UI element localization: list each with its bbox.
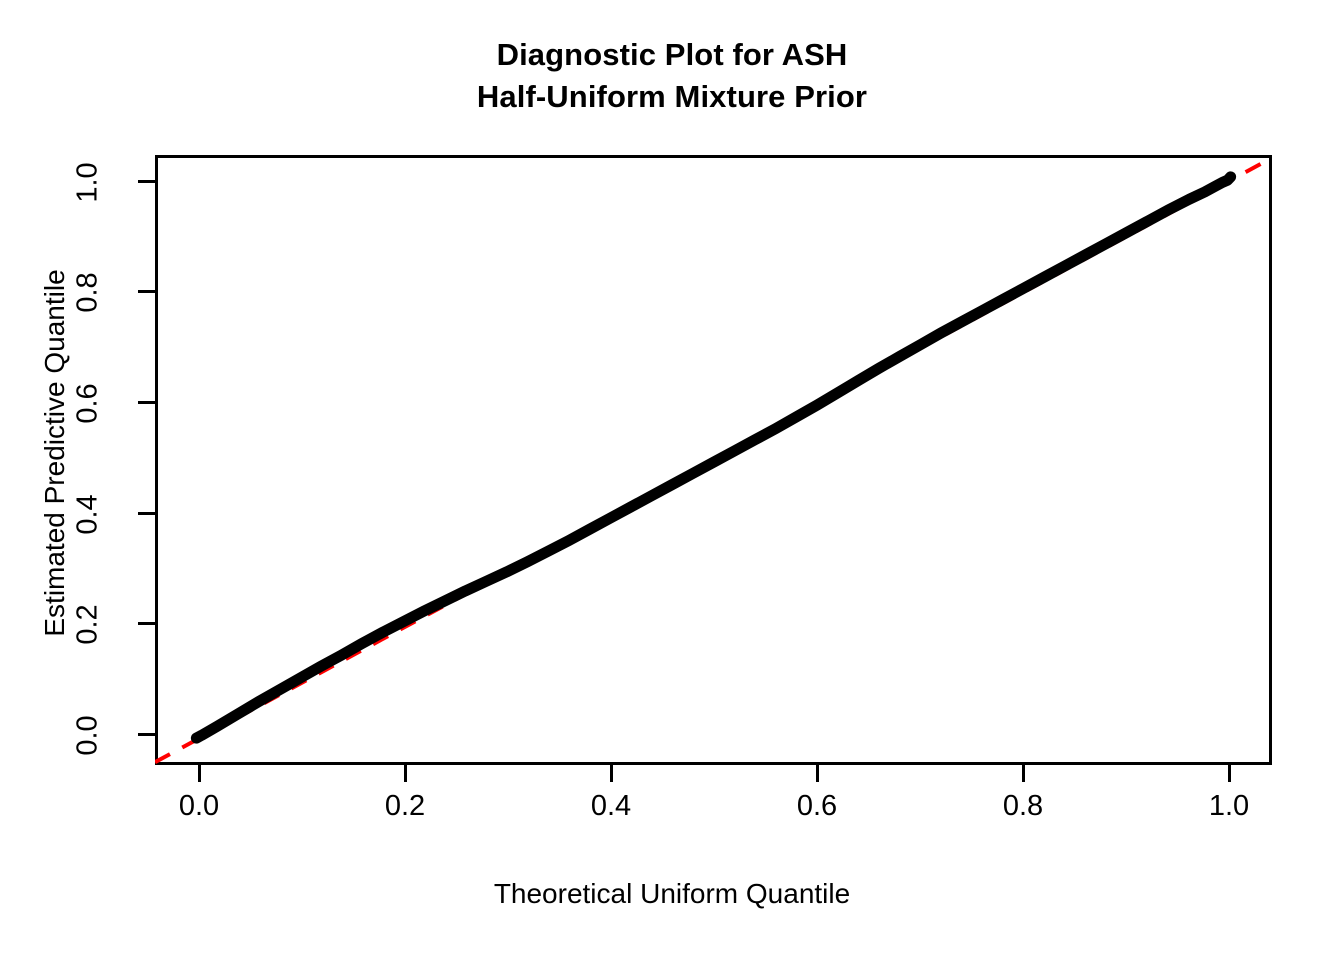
x-tick-label-1: 0.2 [384,790,426,822]
y-tick-label-2: 0.4 [71,494,104,535]
x-tick-4 [1022,765,1025,782]
y-tick-label-4: 0.8 [71,272,104,313]
y-tick-0 [138,733,155,736]
y-tick-1 [138,622,155,625]
page-title: Diagnostic Plot for ASH Half-Uniform Mix… [0,34,1344,118]
y-tick-2 [138,512,155,515]
y-tick-label-0: 0.0 [71,715,104,756]
x-tick-2 [610,765,613,782]
x-tick-1 [404,765,407,782]
x-tick-0 [198,765,201,782]
y-tick-label-1: 0.2 [71,604,104,645]
title-line-2: Half-Uniform Mixture Prior [476,78,868,114]
x-tick-label-4: 0.8 [1002,790,1044,822]
y-axis-label: Estimated Predictive Quantile [39,269,70,637]
x-tick-5 [1228,765,1231,782]
y-tick-label-3: 0.6 [71,383,104,424]
y-tick-3 [138,401,155,404]
x-tick-label-5: 1.0 [1208,790,1250,822]
x-tick-label-3: 0.6 [796,790,838,822]
x-tick-3 [816,765,819,782]
y-tick-label-5: 1.0 [71,162,104,203]
x-tick-label-2: 0.4 [590,790,632,822]
x-axis-label: Theoretical Uniform Quantile [493,878,851,909]
title-line-1: Diagnostic Plot for ASH [496,37,848,72]
y-tick-5 [138,180,155,183]
y-tick-4 [138,290,155,293]
plot-frame [155,155,1272,765]
x-tick-label-0: 0.0 [178,790,220,822]
